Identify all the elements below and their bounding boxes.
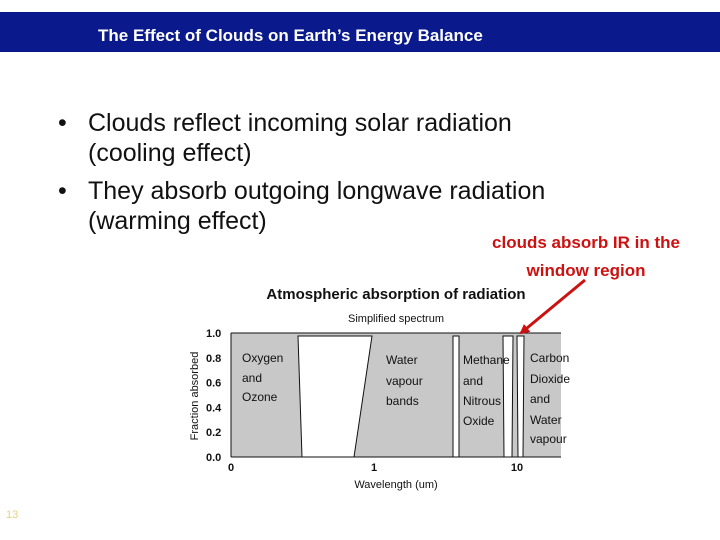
callout-annotation: clouds absorb IR in the window region — [470, 229, 702, 285]
y-tick-labels: 1.0 0.8 0.6 0.4 0.2 0.0 — [206, 328, 222, 464]
region-label: and — [530, 392, 550, 406]
chart-title: Atmospheric absorption of radiation — [266, 286, 525, 303]
y-tick-label: 0.6 — [206, 378, 221, 390]
callout-line: clouds absorb IR in the — [492, 233, 680, 252]
bullet-item: • Clouds reflect incoming solar radiatio… — [58, 108, 678, 168]
chart-subtitle: Simplified spectrum — [348, 313, 444, 325]
bullet-dot: • — [58, 109, 67, 137]
x-tick-label: 1 — [371, 462, 377, 474]
slide-number: 13 — [6, 509, 19, 521]
region-label: bands — [386, 394, 419, 408]
bullet-text-line: (cooling effect) — [88, 139, 252, 167]
bullet-text-line: (warming effect) — [88, 207, 267, 235]
y-tick-label: 0.2 — [206, 427, 221, 439]
x-tick-label: 10 — [511, 462, 523, 474]
region-label: Oxide — [463, 414, 495, 428]
region-label: Methane — [463, 353, 510, 367]
y-tick-label: 0.0 — [206, 452, 221, 464]
bullet-item: • They absorb outgoing longwave radiatio… — [58, 176, 678, 236]
region-label: Water — [530, 413, 562, 427]
y-tick-label: 0.4 — [206, 402, 222, 414]
region-label: and — [463, 374, 483, 388]
infrared-window-gap — [452, 335, 460, 458]
region-label: Ozone — [242, 390, 278, 404]
region-label: Water — [386, 353, 418, 367]
bullet-text-line: They absorb outgoing longwave radiation — [88, 177, 546, 205]
region-label: vapour — [386, 374, 423, 388]
y-tick-label: 0.8 — [206, 353, 221, 365]
callout-line: window region — [526, 261, 646, 280]
bullet-list: • Clouds reflect incoming solar radiatio… — [58, 108, 678, 236]
region-label: Oxygen — [242, 351, 283, 365]
y-axis-label: Fraction absorbed — [189, 352, 201, 441]
bullet-text-line: Clouds reflect incoming solar radiation — [88, 109, 512, 137]
region-label: and — [242, 371, 262, 385]
callout-arrow — [519, 278, 586, 335]
y-tick-label: 1.0 — [206, 328, 221, 340]
slide-title: The Effect of Clouds on Earth’s Energy B… — [98, 26, 483, 45]
region-label: Nitrous — [463, 394, 501, 408]
ir-window-gap-narrow — [516, 335, 525, 458]
bullet-dot: • — [58, 177, 67, 205]
region-label: vapour — [530, 432, 567, 446]
title-bar — [0, 12, 720, 52]
x-tick-label: 0 — [228, 462, 234, 474]
region-label: Carbon — [530, 351, 569, 365]
x-axis-label: Wavelength (um) — [354, 479, 437, 491]
region-label: Dioxide — [530, 372, 570, 386]
